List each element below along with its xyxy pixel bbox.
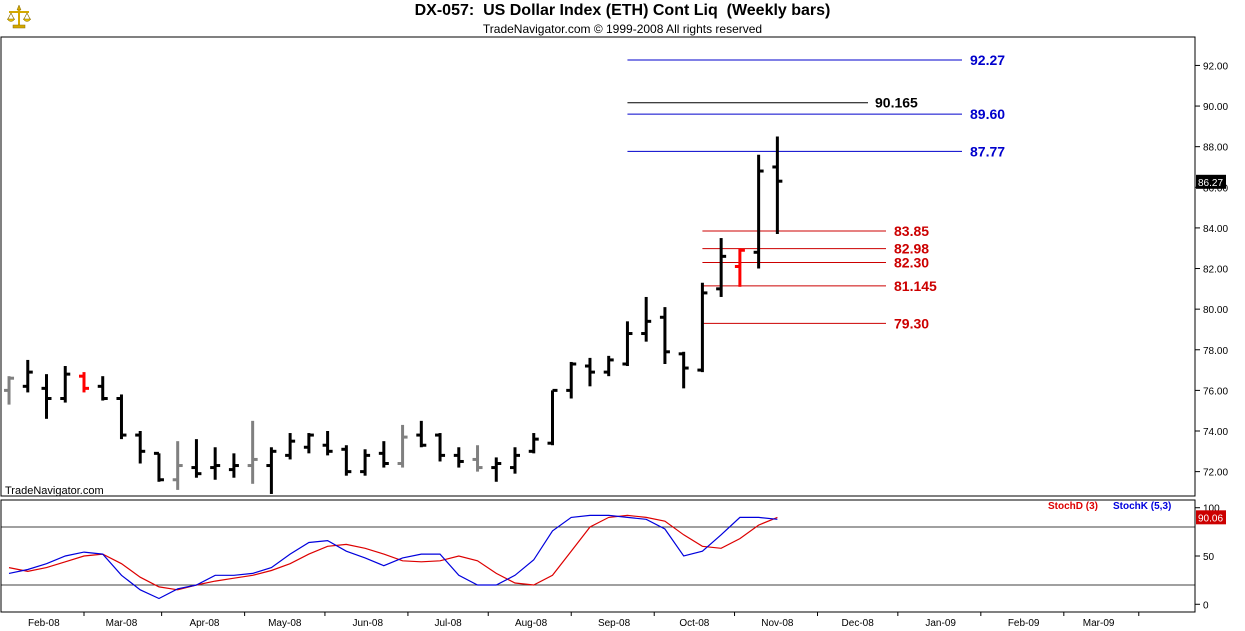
price-bar <box>60 366 71 403</box>
price-y-tick-label: 72.00 <box>1203 468 1228 479</box>
x-tick-label: Sep-08 <box>598 618 631 629</box>
price-y-tick-label: 92.00 <box>1203 61 1228 72</box>
price-bar <box>247 420 258 484</box>
x-tick-label: Nov-08 <box>761 618 794 629</box>
price-bar <box>172 441 183 490</box>
price-bar <box>4 376 15 405</box>
price-y-tick-label: 78.00 <box>1203 346 1228 357</box>
price-bar <box>416 420 427 448</box>
target-line-label: 83.85 <box>894 223 929 239</box>
price-bar <box>753 154 764 269</box>
price-bar <box>191 439 202 478</box>
stoch-last-label: 90.06 <box>1198 513 1223 524</box>
stoch-y-tick-label: 100 <box>1203 504 1220 515</box>
x-tick-label: May-08 <box>268 618 302 629</box>
stoch-series-line <box>8 514 778 600</box>
x-tick-label: Apr-08 <box>189 618 219 629</box>
price-bar <box>716 238 727 297</box>
target-line-label: 92.27 <box>970 52 1005 68</box>
chart-title: DX-057: US Dollar Index (ETH) Cont Liq (… <box>414 2 831 19</box>
price-panel-frame <box>0 36 1196 497</box>
price-bar <box>41 374 52 419</box>
price-bar <box>285 433 296 460</box>
price-bar <box>491 457 502 482</box>
x-tick-label: Jul-08 <box>434 618 462 629</box>
price-bar <box>341 445 352 476</box>
price-bar <box>472 445 483 472</box>
price-bar <box>435 433 446 462</box>
price-bar <box>22 359 33 393</box>
stoch-legend-k: StochK (5,3) <box>1113 501 1171 512</box>
stoch-series-line <box>8 514 778 591</box>
target-line-label: 87.77 <box>970 143 1005 159</box>
price-bar <box>228 453 239 478</box>
price-bar <box>603 355 614 377</box>
stoch-last-badge <box>1196 510 1226 525</box>
price-bar <box>678 351 689 389</box>
price-y-tick-label: 90.00 <box>1203 102 1228 113</box>
price-bar <box>584 357 595 387</box>
price-bar <box>528 433 539 454</box>
target-line-label: 79.30 <box>894 315 929 331</box>
price-y-tick-label: 74.00 <box>1203 427 1228 438</box>
price-bar <box>266 447 277 494</box>
x-tick-label: Jun-08 <box>352 618 383 629</box>
last-price-label: 86.27 <box>1198 178 1223 189</box>
price-bar <box>547 388 558 446</box>
watermark-text: TradeNavigator.com <box>5 485 104 497</box>
price-bar <box>78 372 89 393</box>
price-bar <box>659 307 670 364</box>
x-tick-label: Mar-09 <box>1083 618 1115 629</box>
price-bar <box>210 447 221 480</box>
price-bar <box>697 282 708 373</box>
price-y-tick-label: 88.00 <box>1203 143 1228 154</box>
price-bar <box>360 449 371 476</box>
x-tick-label: Dec-08 <box>842 618 875 629</box>
price-bar <box>510 447 521 474</box>
price-bar <box>97 376 108 401</box>
price-bar <box>622 321 633 367</box>
stoch-panel-frame <box>0 499 1196 613</box>
price-y-tick-label: 76.00 <box>1203 386 1228 397</box>
price-y-tick-label: 82.00 <box>1203 265 1228 276</box>
price-bar <box>303 433 314 454</box>
x-tick-label: Oct-08 <box>679 618 709 629</box>
x-tick-label: Mar-08 <box>106 618 138 629</box>
price-bar <box>641 296 652 342</box>
stoch-y-tick-label: 0 <box>1203 600 1209 611</box>
last-price-badge <box>1196 174 1226 189</box>
target-line-label: 89.60 <box>970 106 1005 122</box>
target-line-label: 81.145 <box>894 278 937 294</box>
target-line-label: 82.98 <box>894 241 929 257</box>
stoch-legend-d: StochD (3) <box>1048 501 1098 512</box>
price-bar <box>734 248 745 287</box>
price-bar <box>397 424 408 468</box>
price-y-tick-label: 80.00 <box>1203 305 1228 316</box>
price-y-tick-label: 84.00 <box>1203 224 1228 235</box>
price-bar <box>322 431 333 456</box>
price-bar <box>116 394 127 440</box>
price-bar <box>772 136 783 235</box>
x-tick-label: Aug-08 <box>515 618 548 629</box>
price-bar <box>566 361 577 399</box>
x-tick-label: Feb-08 <box>28 618 60 629</box>
x-tick-label: Feb-09 <box>1008 618 1040 629</box>
target-line-label: 82.30 <box>894 254 929 270</box>
target-line-label: 90.165 <box>875 95 918 111</box>
chart-subtitle: TradeNavigator.com © 1999-2008 All right… <box>482 22 763 36</box>
price-bar <box>453 447 464 468</box>
price-bar <box>135 431 146 464</box>
stoch-y-tick-label: 50 <box>1203 552 1215 563</box>
x-tick-label: Jan-09 <box>925 618 956 629</box>
price-bar <box>378 441 389 468</box>
balance-scale-icon <box>4 2 34 32</box>
price-bar <box>153 451 164 482</box>
